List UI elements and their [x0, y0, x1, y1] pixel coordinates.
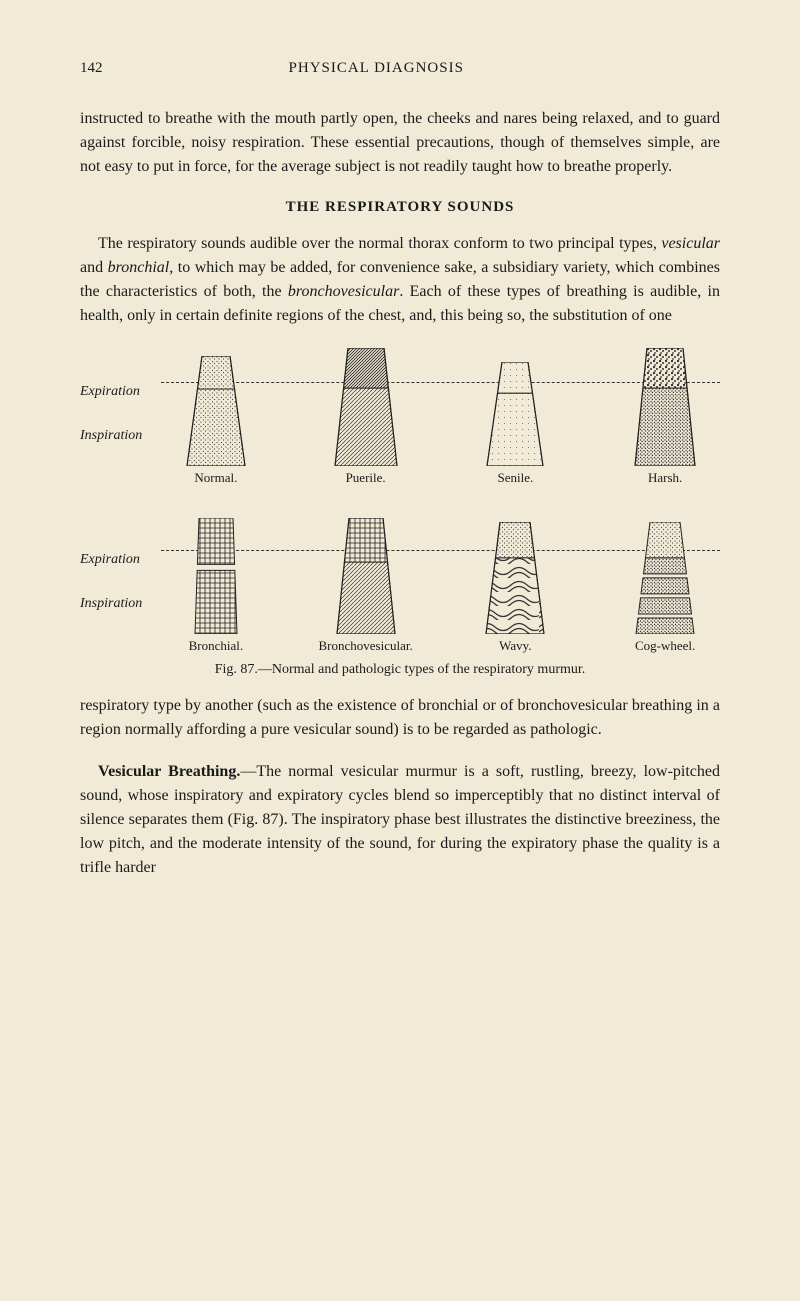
shape-cell: Senile.	[461, 346, 571, 486]
p2b: and	[80, 259, 108, 276]
page-number: 142	[80, 60, 103, 77]
paragraph-3: respiratory type by another (such as the…	[80, 694, 720, 742]
shape-cell: Normal.	[161, 346, 271, 486]
shape-wrap	[479, 514, 551, 634]
axis-expiration-2: Expiration	[80, 552, 140, 568]
axis-labels-2: Expiration Inspiration	[80, 534, 155, 654]
respiratory-shape-icon	[180, 518, 252, 634]
p4-lead: Vesicular Breathing.	[98, 763, 240, 780]
shape-label: Wavy.	[499, 638, 531, 654]
shape-wrap	[180, 514, 252, 634]
figure-87: Expiration Inspiration Normal. Puerile. …	[80, 346, 720, 678]
p2-vesicular: vesicular	[661, 235, 720, 252]
respiratory-shape-icon	[479, 362, 551, 466]
p2-bronchial: bronchial	[108, 259, 170, 276]
respiratory-shape-icon	[330, 348, 402, 466]
shape-wrap	[629, 346, 701, 466]
axis-expiration-1: Expiration	[80, 384, 140, 400]
axis-inspiration-1: Inspiration	[80, 428, 142, 444]
row2-container: Bronchial. Bronchovesicular. Wavy. Cog-w…	[161, 514, 720, 654]
header-row: 142 PHYSICAL DIAGNOSIS	[80, 60, 720, 77]
figure-row-1: Expiration Inspiration Normal. Puerile. …	[80, 346, 720, 486]
shape-cell: Bronchial.	[161, 514, 271, 654]
p2-bv: bronchovesicular	[288, 283, 399, 300]
shape-label: Normal.	[194, 470, 237, 486]
axis-inspiration-2: Inspiration	[80, 596, 142, 612]
shape-cell: Puerile.	[311, 346, 421, 486]
shape-label: Cog-wheel.	[635, 638, 695, 654]
shape-wrap	[330, 514, 402, 634]
respiratory-shape-icon	[629, 522, 701, 634]
shape-label: Bronchovesicular.	[319, 638, 413, 654]
respiratory-shape-icon	[629, 348, 701, 466]
p2a: The respiratory sounds audible over the …	[98, 235, 661, 252]
paragraph-4: Vesicular Breathing.—The normal vesicula…	[80, 760, 720, 880]
respiratory-shape-icon	[479, 522, 551, 634]
figure-caption: Fig. 87.—Normal and pathologic types of …	[80, 662, 720, 678]
shape-label: Puerile.	[346, 470, 386, 486]
axis-labels-1: Expiration Inspiration	[80, 366, 155, 486]
section-heading: THE RESPIRATORY SOUNDS	[80, 199, 720, 216]
shape-wrap	[330, 346, 402, 466]
shape-label: Harsh.	[648, 470, 682, 486]
row1-container: Normal. Puerile. Senile. Harsh.	[161, 346, 720, 486]
shape-label: Senile.	[498, 470, 534, 486]
running-header: PHYSICAL DIAGNOSIS	[289, 60, 464, 77]
shape-wrap	[629, 514, 701, 634]
shape-cell: Wavy.	[461, 514, 571, 654]
respiratory-shape-icon	[180, 356, 252, 466]
shape-cell: Harsh.	[610, 346, 720, 486]
page: 142 PHYSICAL DIAGNOSIS instructed to bre…	[0, 0, 800, 948]
shape-cell: Cog-wheel.	[610, 514, 720, 654]
paragraph-2: The respiratory sounds audible over the …	[80, 232, 720, 328]
respiratory-shape-icon	[330, 518, 402, 634]
shape-wrap	[479, 346, 551, 466]
shape-wrap	[180, 346, 252, 466]
shape-label: Bronchial.	[189, 638, 244, 654]
paragraph-1: instructed to breathe with the mouth par…	[80, 107, 720, 179]
figure-row-2: Expiration Inspiration Bronchial. Bronch…	[80, 514, 720, 654]
shape-cell: Bronchovesicular.	[311, 514, 421, 654]
